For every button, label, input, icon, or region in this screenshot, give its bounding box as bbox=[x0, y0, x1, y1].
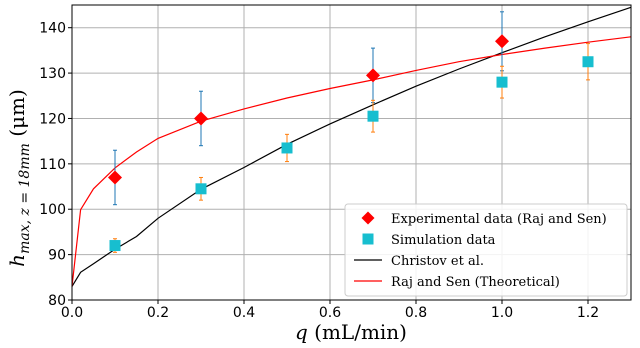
legend-handle-square bbox=[362, 233, 374, 245]
data-point-simulation bbox=[496, 76, 508, 88]
x-tick-label: 0.8 bbox=[405, 305, 427, 321]
legend-box bbox=[344, 203, 628, 297]
axis-ticks: 0.0 0.2 0.4 0.6 0.8 1.0 1.2 80 90 100 110 120 130 140 bbox=[39, 21, 599, 321]
series-markers bbox=[108, 11, 594, 253]
legend-label: Raj and Sen (Theoretical) bbox=[391, 275, 560, 290]
x-tick-label: 0.2 bbox=[147, 305, 169, 321]
legend-label: Experimental data (Raj and Sen) bbox=[391, 212, 607, 227]
data-point-simulation bbox=[367, 110, 379, 122]
data-point-experimental bbox=[366, 68, 380, 83]
data-point-experimental bbox=[495, 34, 509, 49]
data-point-experimental bbox=[108, 170, 122, 185]
plot-frame bbox=[71, 4, 632, 301]
x-tick-label: 0.6 bbox=[319, 305, 341, 321]
data-point-simulation bbox=[109, 240, 121, 252]
x-tick-label: 1.2 bbox=[577, 305, 599, 321]
y-axis-label: hmax, z = 18mm (μm) bbox=[5, 89, 33, 267]
series-line-3 bbox=[71, 36, 632, 287]
legend: Experimental data (Raj and Sen) Simulatio… bbox=[344, 203, 628, 297]
data-point-experimental bbox=[194, 111, 208, 126]
y-tick-label: 80 bbox=[48, 293, 66, 309]
legend-label: Simulation data bbox=[391, 233, 496, 248]
y-tick-label: 100 bbox=[39, 202, 66, 218]
x-tick-label: 1.0 bbox=[491, 305, 513, 321]
y-tick-label: 120 bbox=[39, 111, 66, 127]
data-point-simulation bbox=[195, 183, 207, 195]
x-axis-label: q (mL/min) bbox=[295, 320, 407, 344]
y-tick-label: 130 bbox=[39, 66, 66, 82]
y-tick-label: 110 bbox=[39, 157, 66, 173]
data-point-simulation bbox=[281, 142, 293, 154]
x-tick-label: 0.4 bbox=[233, 305, 255, 321]
y-tick-label: 140 bbox=[39, 21, 66, 37]
legend-handle-diamond bbox=[361, 211, 375, 225]
legend-label: Christov et al. bbox=[391, 254, 484, 269]
y-tick-label: 90 bbox=[48, 248, 66, 264]
data-point-simulation bbox=[582, 56, 594, 68]
x-tick-label: 0.0 bbox=[61, 305, 83, 321]
